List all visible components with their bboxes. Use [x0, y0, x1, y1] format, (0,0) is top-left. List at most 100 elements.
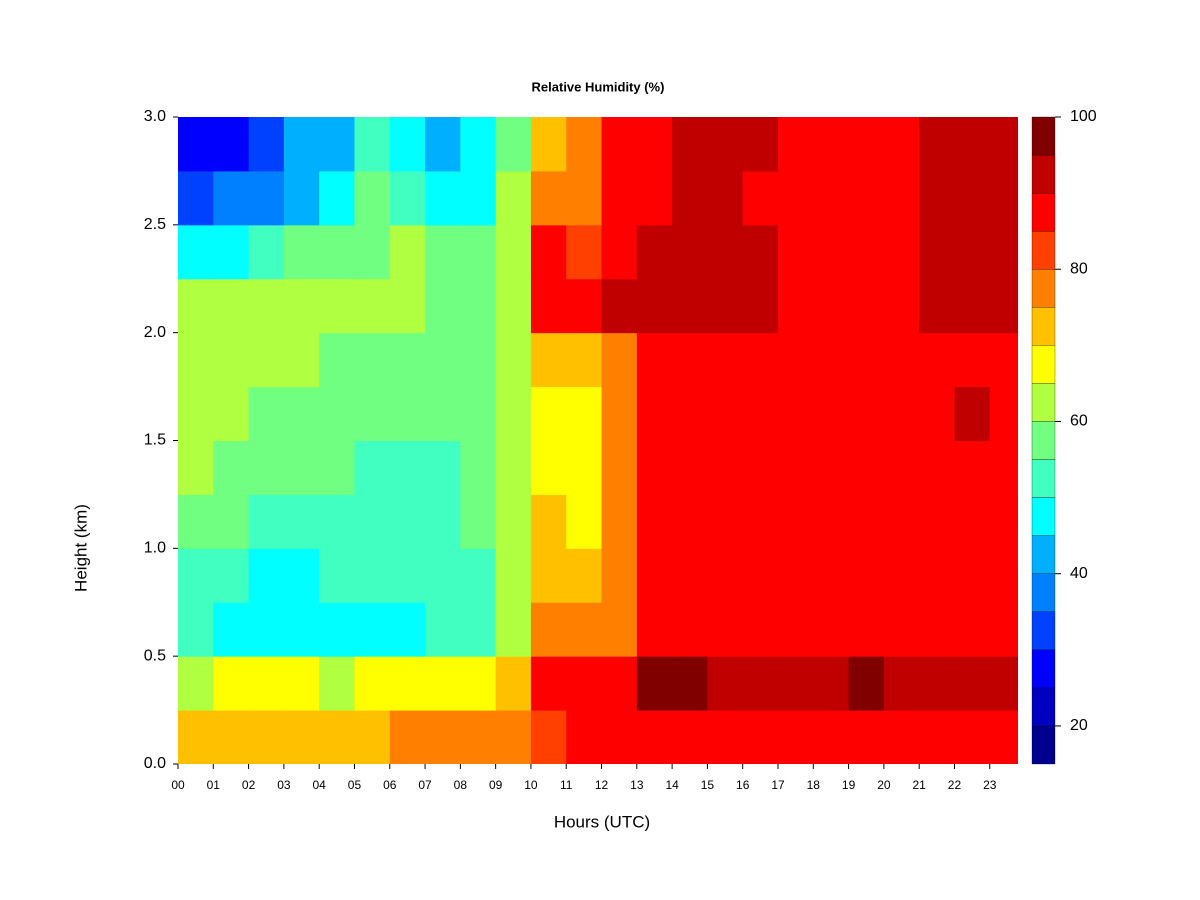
heatmap-cell [919, 332, 955, 388]
heatmap-cell [989, 548, 1018, 603]
heatmap-cell [919, 494, 955, 549]
heatmap-cell [742, 440, 779, 495]
heatmap-cell [389, 602, 426, 657]
chart-title: Relative Humidity (%) [532, 79, 665, 94]
heatmap-cell [213, 170, 250, 226]
heatmap-cell [778, 117, 814, 172]
heatmap-cell [848, 278, 885, 334]
heatmap-cell [460, 224, 497, 280]
colorbar-band [1031, 725, 1056, 765]
heatmap-cell [389, 494, 426, 549]
heatmap-cell [425, 548, 461, 603]
heatmap-cell [566, 710, 603, 764]
colorbar-band [1031, 116, 1056, 156]
heatmap-cell [566, 440, 603, 495]
heatmap-cell [989, 602, 1018, 657]
heatmap-cell [178, 656, 214, 711]
heatmap-cell [389, 224, 426, 280]
heatmap-cell [495, 332, 532, 388]
heatmap-cell [354, 224, 391, 280]
heatmap-cell [566, 548, 603, 603]
heatmap-cell [636, 440, 673, 495]
heatmap-cell [566, 170, 603, 226]
heatmap-cell [919, 224, 955, 280]
heatmap-cell [672, 602, 708, 657]
heatmap-cell [989, 170, 1018, 226]
heatmap-cell [425, 332, 461, 388]
x-tick-label: 08 [454, 778, 468, 792]
heatmap-cell [707, 494, 744, 549]
heatmap-cell [919, 278, 955, 334]
heatmap-cell [389, 332, 426, 388]
heatmap-cell [636, 224, 673, 280]
heatmap-cell [319, 386, 355, 441]
x-tick-label: 05 [348, 778, 362, 792]
heatmap-cell [601, 656, 638, 711]
heatmap-cell [248, 332, 285, 388]
y-tick-label: 1.5 [144, 432, 166, 449]
heatmap-cell [636, 278, 673, 334]
heatmap-cell [778, 386, 814, 441]
heatmap-cell [989, 710, 1018, 764]
y-tick-label: 0.0 [144, 755, 166, 772]
heatmap-cell [354, 494, 391, 549]
heatmap-cell [883, 602, 920, 657]
heatmap-cell [530, 494, 567, 549]
heatmap-cell [778, 602, 814, 657]
heatmap-cell [813, 224, 850, 280]
heatmap-cell [601, 278, 638, 334]
heatmap-cell [919, 170, 955, 226]
heatmap-cell [672, 170, 708, 226]
heatmap-cell [566, 386, 603, 441]
heatmap-cell [848, 170, 885, 226]
heatmap-cell [778, 278, 814, 334]
heatmap-cell [954, 440, 991, 495]
heatmap-cell [636, 332, 673, 388]
heatmap-cell [283, 386, 320, 441]
heatmap-cell [460, 602, 497, 657]
heatmap-cell [248, 710, 285, 764]
heatmap-cell [989, 656, 1018, 711]
heatmap-cell [530, 602, 567, 657]
colorbar-tick-label: 100 [1070, 108, 1097, 125]
heatmap-cell [919, 386, 955, 441]
heatmap-cell [707, 548, 744, 603]
heatmap-cell [530, 332, 567, 388]
heatmap-cell [178, 386, 214, 441]
heatmap-cell [178, 117, 214, 172]
heatmap-cell [883, 224, 920, 280]
heatmap-cell [213, 602, 250, 657]
heatmap-cell [919, 656, 955, 711]
heatmap-cell [778, 548, 814, 603]
x-tick-label: 14 [665, 778, 679, 792]
colorbar-band [1031, 269, 1056, 308]
heatmap-cell [954, 548, 991, 603]
heatmap-cell [672, 656, 708, 711]
heatmap-cell [742, 656, 779, 711]
heatmap-cell [883, 170, 920, 226]
heatmap-cell [389, 710, 426, 764]
heatmap-cell [989, 117, 1018, 172]
heatmap-cell [636, 656, 673, 711]
heatmap-cell [672, 278, 708, 334]
x-tick-label: 16 [736, 778, 750, 792]
heatmap-cell [848, 656, 885, 711]
heatmap-cell [283, 602, 320, 657]
colorbar-tick-label: 80 [1070, 260, 1088, 277]
heatmap-cell [389, 117, 426, 172]
colorbar-band [1031, 383, 1056, 422]
heatmap-cell [530, 170, 567, 226]
heatmap-cell [530, 117, 567, 172]
heatmap-cell [460, 117, 497, 172]
heatmap-cell [213, 278, 250, 334]
heatmap-cell [425, 386, 461, 441]
heatmap-cell [566, 224, 603, 280]
heatmap-cell [707, 278, 744, 334]
heatmap-cell [495, 440, 532, 495]
heatmap-cell [389, 548, 426, 603]
heatmap-cell [283, 710, 320, 764]
heatmap-cell [707, 386, 744, 441]
heatmap-cell [248, 656, 285, 711]
heatmap-cell [742, 278, 779, 334]
heatmap-cell [283, 117, 320, 172]
